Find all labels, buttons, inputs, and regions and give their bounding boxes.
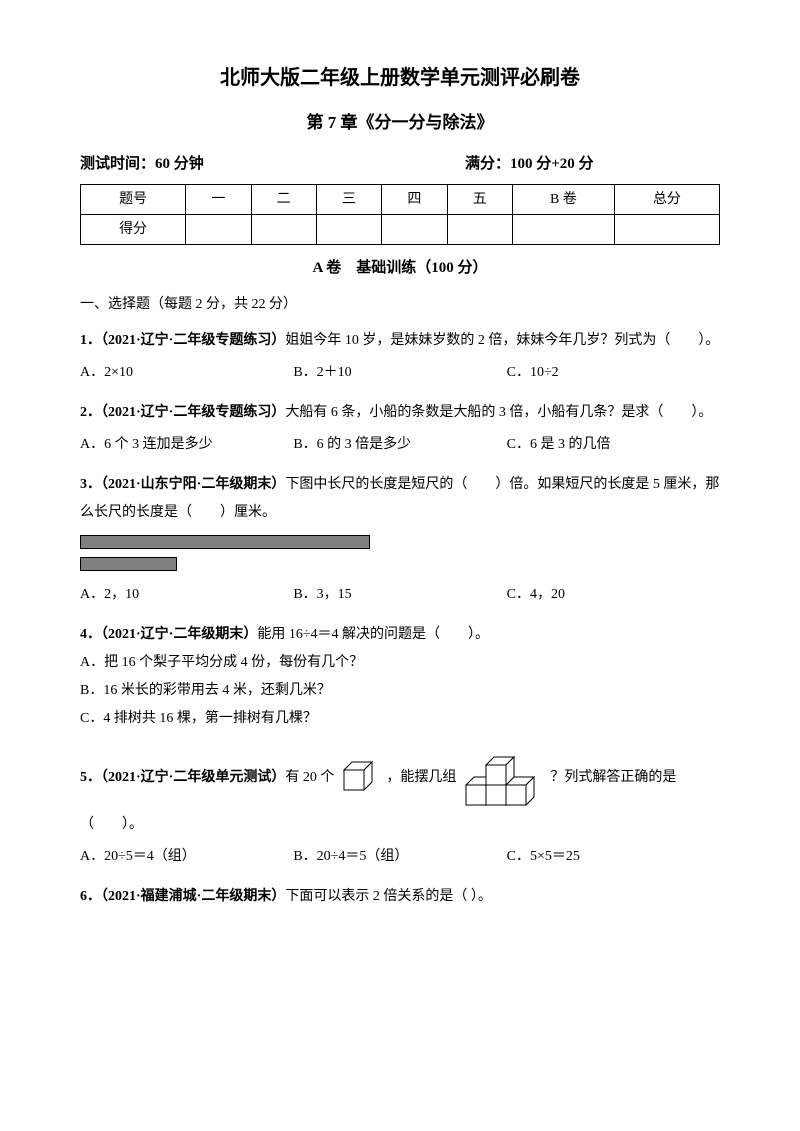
title-main: 北师大版二年级上册数学单元测评必刷卷: [80, 60, 720, 96]
q5-text2: ，能摆几组: [386, 764, 456, 792]
ruler-short: [80, 557, 177, 571]
question-4: 4．（2021·辽宁·二年级期末）能用 16÷4＝4 解决的问题是（ ）。 A．…: [80, 621, 720, 733]
td-blank: [447, 214, 512, 244]
cube-multi-icon: [460, 745, 546, 811]
td-blank: [382, 214, 447, 244]
q3-opt-c: C．4，20: [507, 581, 720, 609]
question-1: 1．（2021·辽宁·二年级专题练习）姐姐今年 10 岁，是妹妹岁数的 2 倍，…: [80, 327, 720, 387]
q4-num: 4．: [80, 627, 101, 642]
q4-text: 能用 16÷4＝4 解决的问题是（ ）。: [257, 627, 489, 642]
q4-opt-a: A．把 16 个梨子平均分成 4 份，每份有几个？: [80, 649, 720, 677]
q5-opt-b: B．20÷4＝5（组）: [293, 843, 506, 871]
q3-num: 3．: [80, 477, 101, 492]
q1-text: 姐姐今年 10 岁，是妹妹岁数的 2 倍，妹妹今年几岁？列式为（ ）。: [285, 333, 719, 348]
th-3: 三: [316, 184, 381, 214]
table-row: 得分: [81, 214, 720, 244]
q3-opt-a: A．2，10: [80, 581, 293, 609]
th-5: 五: [447, 184, 512, 214]
td-blank: [614, 214, 719, 244]
q2-opt-b: B．6 的 3 倍是多少: [293, 431, 506, 459]
meta-row: 测试时间：60 分钟 满分：100 分+20 分: [80, 151, 720, 178]
q4-opt-c: C．4 排树共 16 棵，第一排树有几棵？: [80, 705, 720, 733]
q2-num: 2．: [80, 405, 101, 420]
q2-opt-c: C．6 是 3 的几倍: [507, 431, 720, 459]
score-table: 题号 一 二 三 四 五 B 卷 总分 得分: [80, 184, 720, 245]
q4-opt-b: B．16 米长的彩带用去 4 米，还剩几米？: [80, 677, 720, 705]
test-time: 测试时间：60 分钟: [80, 151, 335, 178]
question-5: 5．（2021·辽宁·二年级单元测试）有 20 个 ，能摆几组: [80, 745, 720, 871]
question-6: 6．（2021·福建浦城·二年级期末）下面可以表示 2 倍关系的是（ ）。: [80, 883, 720, 911]
full-score: 满分：100 分+20 分: [335, 151, 720, 178]
td-blank: [251, 214, 316, 244]
question-3: 3．（2021·山东宁阳·二年级期末）下图中长尺的长度是短尺的（ ）倍。如果短尺…: [80, 471, 720, 609]
th-4: 四: [382, 184, 447, 214]
q1-opt-c: C．10÷2: [507, 359, 720, 387]
q2-text: 大船有 6 条，小船的条数是大船的 3 倍，小船有几条？是求（ ）。: [285, 405, 712, 420]
q1-num: 1．: [80, 333, 101, 348]
section-a-heading: A 卷 基础训练（100 分）: [80, 255, 720, 282]
section1-heading: 一、选择题（每题 2 分，共 22 分）: [80, 292, 720, 317]
q5-num: 5．: [80, 770, 101, 785]
q5-source: （2021·辽宁·二年级单元测试）: [101, 770, 285, 785]
q1-options: A．2×10 B．2＋10 C．10÷2: [80, 359, 720, 387]
table-row: 题号 一 二 三 四 五 B 卷 总分: [81, 184, 720, 214]
q6-source: （2021·福建浦城·二年级期末）: [101, 889, 285, 904]
q5-opt-a: A．20÷5＝4（组）: [80, 843, 293, 871]
q2-options: A．6 个 3 连加是多少 B．6 的 3 倍是多少 C．6 是 3 的几倍: [80, 431, 720, 459]
ruler-diagram: [80, 535, 720, 571]
q4-source: （2021·辽宁·二年级期末）: [101, 627, 257, 642]
q5-text4: （ ）。: [80, 811, 720, 839]
q2-source: （2021·辽宁·二年级专题练习）: [101, 405, 285, 420]
td-blank: [186, 214, 251, 244]
q3-source: （2021·山东宁阳·二年级期末）: [101, 477, 285, 492]
th-1: 一: [186, 184, 251, 214]
q5-opt-c: C．5×5＝25: [507, 843, 720, 871]
question-2: 2．（2021·辽宁·二年级专题练习）大船有 6 条，小船的条数是大船的 3 倍…: [80, 399, 720, 459]
th-b: B 卷: [512, 184, 614, 214]
q1-source: （2021·辽宁·二年级专题练习）: [101, 333, 285, 348]
q3-opt-b: B．3，15: [293, 581, 506, 609]
q1-opt-b: B．2＋10: [293, 359, 506, 387]
q5-options: A．20÷5＝4（组） B．20÷4＝5（组） C．5×5＝25: [80, 843, 720, 871]
ruler-long: [80, 535, 370, 549]
q5-text3: ？列式解答正确的是: [550, 764, 676, 792]
th-num: 题号: [81, 184, 186, 214]
q6-text: 下面可以表示 2 倍关系的是（ ）。: [285, 889, 492, 904]
cube-single-icon: [338, 756, 382, 800]
title-sub: 第 7 章《分一分与除法》: [80, 108, 720, 139]
q2-opt-a: A．6 个 3 连加是多少: [80, 431, 293, 459]
td-blank: [512, 214, 614, 244]
th-total: 总分: [614, 184, 719, 214]
q1-opt-a: A．2×10: [80, 359, 293, 387]
th-2: 二: [251, 184, 316, 214]
q6-num: 6．: [80, 889, 101, 904]
q3-options: A．2，10 B．3，15 C．4，20: [80, 581, 720, 609]
q5-text1: 有 20 个: [285, 770, 334, 785]
td-score-label: 得分: [81, 214, 186, 244]
td-blank: [316, 214, 381, 244]
